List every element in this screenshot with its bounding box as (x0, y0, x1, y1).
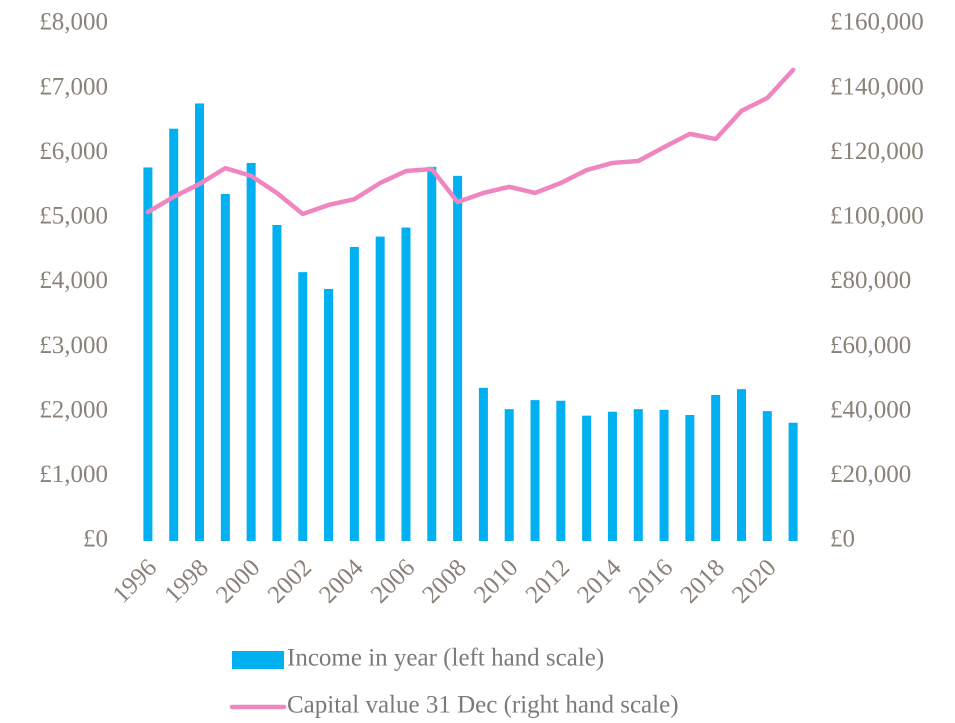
bar (401, 227, 411, 541)
bar (324, 288, 334, 541)
y-tick-label: £3,000 (39, 332, 108, 359)
bar (220, 193, 230, 541)
y2-tick-label: £20,000 (830, 461, 911, 488)
y-tick-label: £2,000 (39, 396, 108, 423)
x-tick-label: 1998 (159, 554, 213, 608)
y-tick-label: £6,000 (39, 138, 108, 165)
y2-tick-label: £120,000 (830, 138, 924, 165)
y-tick-label: £5,000 (39, 203, 108, 230)
bar (427, 166, 437, 542)
bar (375, 236, 385, 541)
bar (582, 415, 592, 541)
y2-tick-label: £80,000 (830, 267, 911, 294)
legend-label: Capital value 31 Dec (right hand scale) (287, 692, 679, 719)
bar (530, 400, 540, 541)
y-tick-label: £4,000 (39, 267, 108, 294)
y-tick-label: £8,000 (39, 9, 108, 36)
bar (762, 411, 772, 541)
x-tick-label: 2010 (469, 554, 523, 608)
bar (349, 246, 359, 542)
legend-swatch (232, 651, 284, 669)
bar (298, 272, 308, 541)
x-tick-label: 2008 (417, 554, 471, 608)
x-tick-label: 2018 (676, 554, 730, 608)
x-tick-label: 2002 (263, 554, 317, 608)
x-tick-label: 2006 (366, 554, 420, 608)
x-tick-label: 2000 (211, 554, 265, 608)
x-tick-label: 2004 (314, 554, 369, 609)
bar (711, 394, 721, 541)
y2-tick-label: £140,000 (830, 73, 924, 100)
bar (685, 414, 695, 541)
bar (504, 409, 514, 541)
x-tick-label: 2016 (624, 554, 678, 608)
bar (195, 103, 205, 542)
y-tick-label: £1,000 (39, 461, 108, 488)
y2-tick-label: £40,000 (830, 396, 911, 423)
y2-tick-label: £100,000 (830, 203, 924, 230)
legend-label: Income in year (left hand scale) (287, 645, 604, 672)
bar (478, 387, 488, 541)
bar (272, 224, 282, 541)
bar (246, 162, 256, 541)
x-tick-label: 2020 (727, 554, 781, 608)
y-tick-label: £7,000 (39, 73, 108, 100)
bar (453, 175, 463, 541)
y2-tick-label: £0 (830, 526, 855, 553)
bar (659, 409, 669, 541)
bar (607, 411, 617, 541)
x-tick-label: 1996 (108, 554, 162, 608)
bar (788, 422, 798, 541)
y2-tick-label: £160,000 (830, 9, 924, 36)
bar (169, 128, 179, 541)
x-tick-label: 2012 (521, 554, 575, 608)
line (145, 67, 796, 217)
x-tick-label: 2014 (572, 554, 627, 609)
y-tick-label: £0 (83, 526, 108, 553)
bar (143, 167, 153, 541)
bar (556, 400, 566, 541)
bar (736, 389, 746, 541)
y2-tick-label: £60,000 (830, 332, 911, 359)
bar (633, 409, 643, 541)
